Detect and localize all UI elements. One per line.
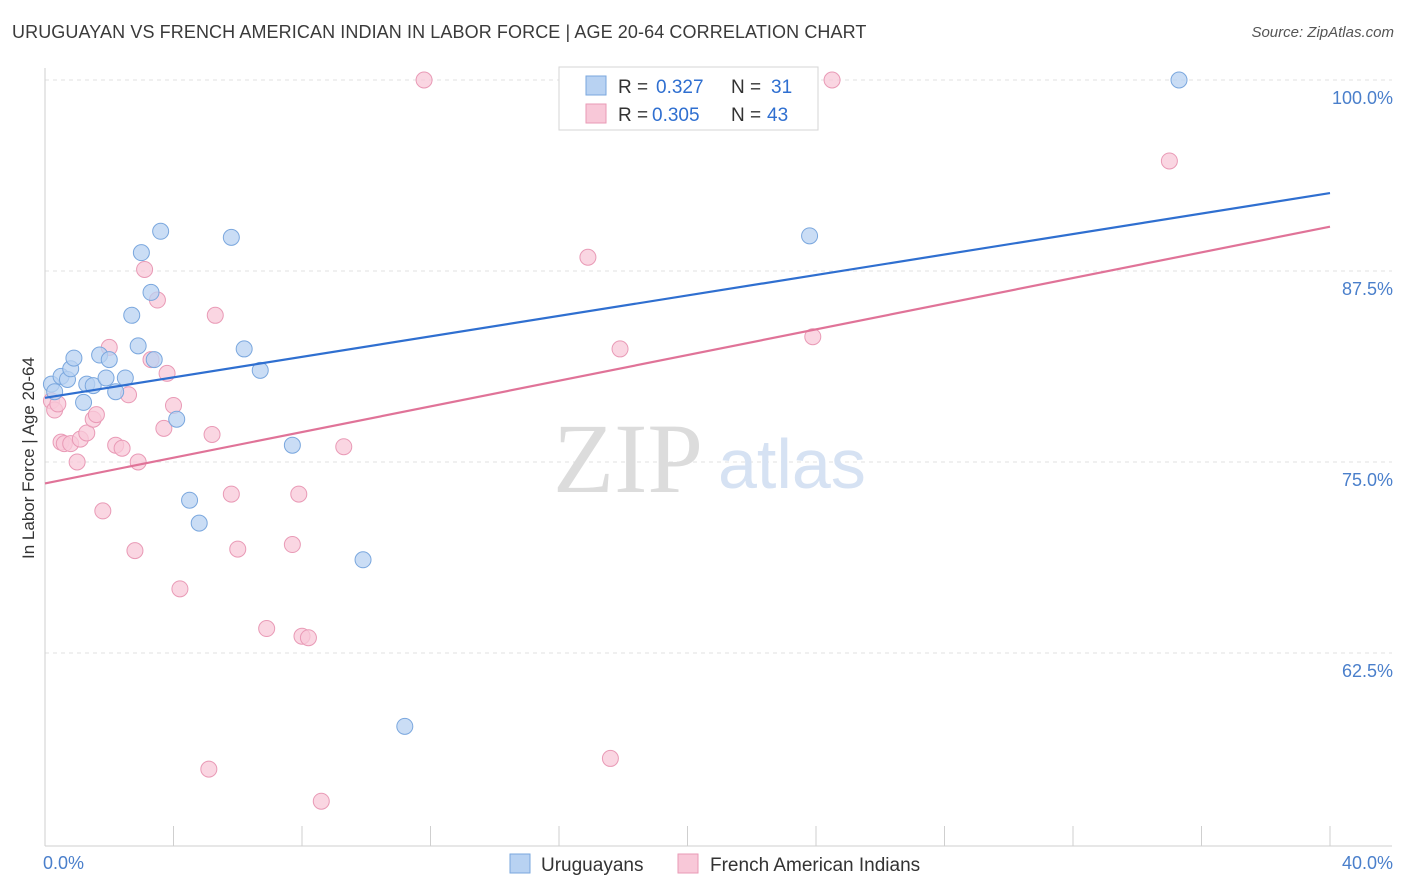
point-uruguayans-22 bbox=[190, 514, 208, 532]
point-uruguayans-6 bbox=[75, 393, 93, 411]
correlation-legend: R = 0.327 N = 31 R = 0.305 N = 43 bbox=[558, 66, 819, 131]
point-french-6 bbox=[68, 453, 86, 471]
point-french-21 bbox=[155, 419, 173, 437]
point-uruguayans-27 bbox=[354, 551, 372, 569]
point-french-30 bbox=[258, 620, 276, 638]
watermark: ZIP atlas bbox=[553, 403, 866, 514]
series-uruguayans bbox=[42, 71, 1188, 735]
point-french-31 bbox=[283, 536, 301, 554]
series-french-american-indians bbox=[42, 71, 1178, 810]
y-axis-label: In Labor Force | Age 20-64 bbox=[19, 357, 38, 559]
point-uruguayans-20 bbox=[168, 410, 186, 428]
point-uruguayans-5 bbox=[65, 349, 83, 367]
trend-lines bbox=[44, 191, 1331, 485]
x-tick-label-1: 40.0% bbox=[1342, 853, 1393, 873]
legend-r-label-1: R = bbox=[618, 77, 648, 98]
legend-n-value-2: 43 bbox=[767, 105, 788, 126]
point-uruguayans-21 bbox=[181, 491, 199, 509]
point-uruguayans-23 bbox=[222, 228, 240, 246]
point-french-8 bbox=[78, 424, 96, 442]
point-uruguayans-11 bbox=[100, 351, 118, 369]
point-french-10 bbox=[87, 406, 105, 424]
point-french-41 bbox=[804, 328, 822, 346]
point-uruguayans-28 bbox=[396, 717, 414, 735]
point-french-17 bbox=[129, 453, 147, 471]
bottom-legend-label-french: French American Indians bbox=[710, 855, 920, 876]
point-french-18 bbox=[136, 260, 154, 278]
point-french-29 bbox=[229, 540, 247, 558]
y-tick-label-3: 100.0% bbox=[1332, 88, 1393, 108]
legend-swatch-uruguayans bbox=[585, 75, 607, 96]
watermark-atlas: atlas bbox=[718, 425, 866, 503]
point-french-28 bbox=[222, 485, 240, 503]
y-tick-label-0: 62.5% bbox=[1342, 661, 1393, 681]
point-uruguayans-29 bbox=[801, 227, 819, 245]
series-legend: Uruguayans French American Indians bbox=[509, 853, 920, 876]
point-french-35 bbox=[312, 792, 330, 810]
point-uruguayans-19 bbox=[152, 222, 170, 240]
point-french-26 bbox=[203, 425, 221, 443]
point-uruguayans-10 bbox=[97, 369, 115, 387]
y-tick-labels: 62.5% 75.0% 87.5% 100.0% bbox=[1332, 88, 1393, 681]
point-french-39 bbox=[601, 749, 619, 767]
point-french-32 bbox=[290, 485, 308, 503]
point-uruguayans-30 bbox=[1170, 71, 1188, 89]
point-french-27 bbox=[206, 306, 224, 324]
point-uruguayans-18 bbox=[145, 351, 163, 369]
point-uruguayans-26 bbox=[283, 436, 301, 454]
point-french-37 bbox=[415, 71, 433, 89]
legend-r-value-2: 0.305 bbox=[652, 105, 700, 126]
legend-n-value-1: 31 bbox=[771, 77, 792, 98]
bottom-legend-swatch-french bbox=[677, 853, 699, 874]
y-tick-label-2: 87.5% bbox=[1342, 279, 1393, 299]
chart-title: URUGUAYAN VS FRENCH AMERICAN INDIAN IN L… bbox=[12, 22, 867, 42]
bottom-legend-swatch-uruguayans bbox=[509, 853, 531, 874]
point-uruguayans-24 bbox=[235, 340, 253, 358]
point-french-25 bbox=[200, 760, 218, 778]
legend-swatch-french bbox=[585, 103, 607, 124]
point-uruguayans-15 bbox=[129, 337, 147, 355]
legend-n-label-2: N = bbox=[731, 105, 761, 126]
point-uruguayans-25 bbox=[251, 361, 269, 379]
bottom-legend-label-uruguayans: Uruguayans bbox=[541, 855, 643, 876]
trendline-uruguayans bbox=[44, 191, 1331, 399]
legend-n-label-1: N = bbox=[731, 77, 761, 98]
x-tick-labels: 0.0% 40.0% bbox=[43, 853, 1393, 873]
point-french-42 bbox=[823, 71, 841, 89]
point-uruguayans-17 bbox=[142, 283, 160, 301]
axes bbox=[44, 68, 1392, 847]
point-french-36 bbox=[335, 438, 353, 456]
trendline-french bbox=[44, 225, 1331, 485]
point-uruguayans-16 bbox=[132, 244, 150, 262]
point-french-34 bbox=[299, 629, 317, 647]
point-french-43 bbox=[1160, 152, 1178, 170]
watermark-zip: ZIP bbox=[553, 403, 703, 514]
point-french-24 bbox=[171, 580, 189, 598]
point-french-14 bbox=[113, 439, 131, 457]
point-french-40 bbox=[611, 340, 629, 358]
point-french-38 bbox=[579, 248, 597, 266]
point-french-11 bbox=[94, 502, 112, 520]
legend-r-value-1: 0.327 bbox=[656, 77, 704, 98]
source-label: Source: ZipAtlas.com bbox=[1251, 24, 1394, 41]
y-tick-label-1: 75.0% bbox=[1342, 470, 1393, 490]
point-uruguayans-14 bbox=[123, 306, 141, 324]
grid-lines bbox=[45, 79, 1392, 654]
x-tick-label-0: 0.0% bbox=[43, 853, 84, 873]
point-french-16 bbox=[126, 542, 144, 560]
legend-r-label-2: R = bbox=[618, 105, 648, 126]
